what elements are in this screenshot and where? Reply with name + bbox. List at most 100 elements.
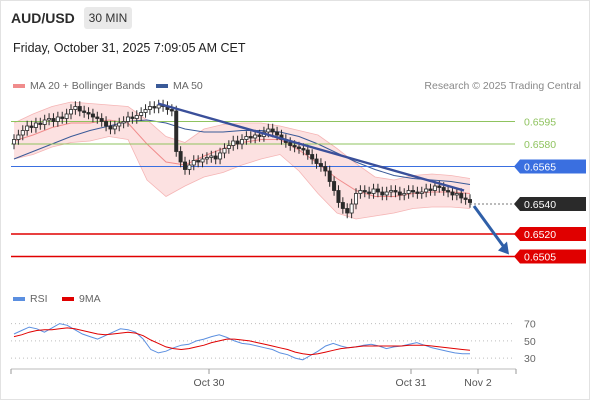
candle: [73, 101, 78, 115]
candle: [213, 150, 218, 165]
candle: [25, 120, 30, 136]
candle: [95, 111, 100, 124]
candle: [200, 153, 205, 168]
candle-body: [108, 125, 113, 130]
candle-body: [77, 106, 82, 112]
candle-body: [204, 157, 209, 160]
rsi-level-label: 70: [524, 319, 536, 331]
candle-body: [152, 106, 157, 109]
candle-body: [11, 139, 16, 145]
candle-body: [441, 187, 446, 191]
candle: [134, 110, 139, 124]
candle-body: [397, 191, 402, 196]
trendline: [157, 102, 465, 192]
candle-body: [253, 134, 258, 139]
level-label: 0.6580: [524, 139, 556, 151]
candle-body: [112, 125, 117, 130]
legend-ma50: MA 50: [156, 80, 203, 92]
candle-body: [257, 134, 262, 137]
candle: [209, 150, 214, 163]
candle-body: [367, 191, 372, 194]
candle-body: [450, 191, 455, 196]
rsi-level-label: 50: [524, 336, 536, 348]
legend-label: RSI: [30, 293, 48, 305]
copyright: Research © 2025 Trading Central: [424, 80, 581, 92]
candle: [29, 120, 34, 133]
candle-body: [174, 110, 179, 152]
level-label: 0.6505: [524, 252, 556, 264]
candle-body: [292, 145, 297, 148]
candle: [318, 158, 323, 172]
rsi-level-label: 30: [524, 353, 536, 365]
candle: [165, 101, 170, 115]
candle-body: [371, 188, 376, 194]
candle-body: [69, 109, 74, 115]
candle-body: [314, 158, 319, 164]
level-tag-bg: [514, 159, 586, 174]
candle: [371, 183, 376, 199]
candle-body: [104, 121, 109, 127]
candle-body: [375, 188, 380, 193]
candle-body: [270, 128, 275, 133]
candle: [244, 131, 249, 145]
x-tick-label: Nov 2: [464, 377, 492, 389]
level-tag-support: 0.6505: [514, 249, 586, 264]
candle-body: [82, 110, 87, 113]
candle-body: [95, 116, 100, 119]
candle: [47, 113, 52, 126]
candle-body: [362, 190, 367, 193]
candle-body: [90, 113, 95, 118]
candle-body: [231, 140, 236, 146]
candle-body: [432, 185, 437, 191]
candle: [104, 116, 109, 132]
candle: [389, 185, 394, 198]
candle-body: [406, 190, 411, 194]
candle-body: [51, 118, 56, 122]
rsi-ma9-line: [13, 327, 471, 356]
level-tag-bg: [514, 227, 586, 241]
candle-body: [323, 166, 328, 172]
candle: [108, 120, 113, 135]
candle-body: [73, 106, 78, 110]
candle-body: [64, 113, 69, 119]
candle-body: [156, 104, 161, 109]
candle-body: [86, 112, 91, 115]
candle: [353, 188, 358, 210]
legend-label: 9MA: [79, 293, 101, 305]
level-tag-pivot: 0.6565: [514, 159, 586, 174]
candle-body: [358, 190, 363, 194]
chart-header: AUD/USD 30 MIN: [0, 0, 590, 38]
candle-body: [428, 188, 433, 191]
candle-body: [200, 158, 205, 163]
candle: [428, 183, 433, 196]
candle: [156, 99, 161, 114]
candle-body: [266, 128, 271, 133]
level-tag-support: 0.6520: [514, 227, 586, 241]
candle-body: [182, 161, 187, 170]
x-tick-label: Oct 31: [396, 377, 427, 389]
candle: [20, 125, 25, 141]
candle-body: [402, 193, 407, 196]
candle-body: [218, 152, 223, 160]
candle: [406, 185, 411, 199]
candle: [402, 188, 407, 201]
candle: [446, 185, 451, 198]
candle: [463, 192, 468, 205]
candle-body: [134, 115, 139, 119]
candle: [143, 104, 148, 118]
candle: [86, 107, 91, 120]
candle: [51, 113, 56, 127]
candle: [126, 111, 131, 127]
candle: [147, 101, 152, 115]
candle-body: [139, 112, 144, 116]
legend-label: MA 50: [173, 80, 203, 92]
timeframe-button[interactable]: 30 MIN: [84, 7, 132, 29]
candle: [82, 105, 87, 118]
candle-body: [318, 163, 323, 167]
candle-body: [467, 199, 472, 203]
candle: [349, 198, 354, 219]
candle: [454, 188, 459, 201]
forecast-arrowhead: [498, 241, 509, 255]
candle: [424, 183, 429, 198]
candle: [235, 135, 240, 150]
